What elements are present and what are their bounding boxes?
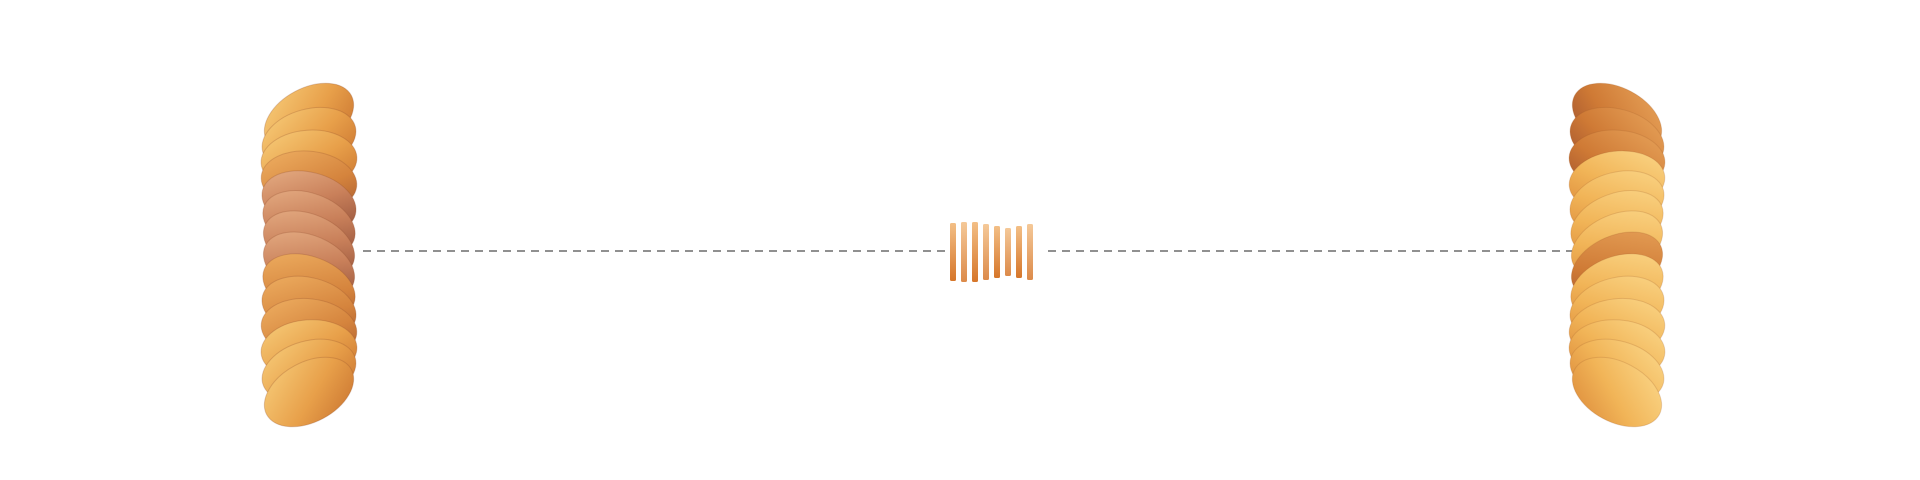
center-bowtie-slat (994, 226, 1000, 278)
center-bowtie-slat (1016, 226, 1022, 278)
center-bowtie-slat (1005, 228, 1011, 276)
center-slatted-bowtie-icon (950, 222, 1033, 282)
center-bowtie-slat (1027, 224, 1033, 280)
center-bowtie-slat (983, 224, 989, 280)
center-bowtie-slat (950, 223, 956, 281)
center-bowtie-slat (972, 222, 978, 282)
right-stack-disc (1571, 356, 1663, 428)
left-twisted-disc-stack-icon (260, 82, 358, 428)
left-stack-disc (263, 356, 355, 428)
center-bowtie-slat (961, 222, 967, 282)
right-twisted-disc-stack-icon (1568, 82, 1666, 428)
